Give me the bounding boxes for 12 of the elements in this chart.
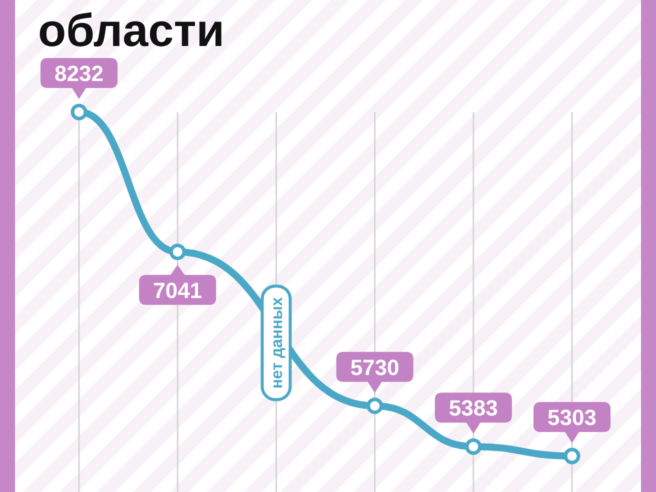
data-label: 8232 (54, 60, 104, 86)
point (366, 398, 384, 414)
point (564, 448, 580, 464)
point (70, 104, 88, 120)
data-label: 5730 (350, 354, 400, 380)
data-label: 5303 (548, 404, 596, 430)
annotation: нет данных (268, 296, 286, 389)
point (465, 438, 482, 455)
data-label: 5383 (448, 396, 498, 421)
point (169, 244, 186, 260)
data-label: 7041 (153, 278, 202, 303)
chart-title: области (38, 4, 225, 56)
